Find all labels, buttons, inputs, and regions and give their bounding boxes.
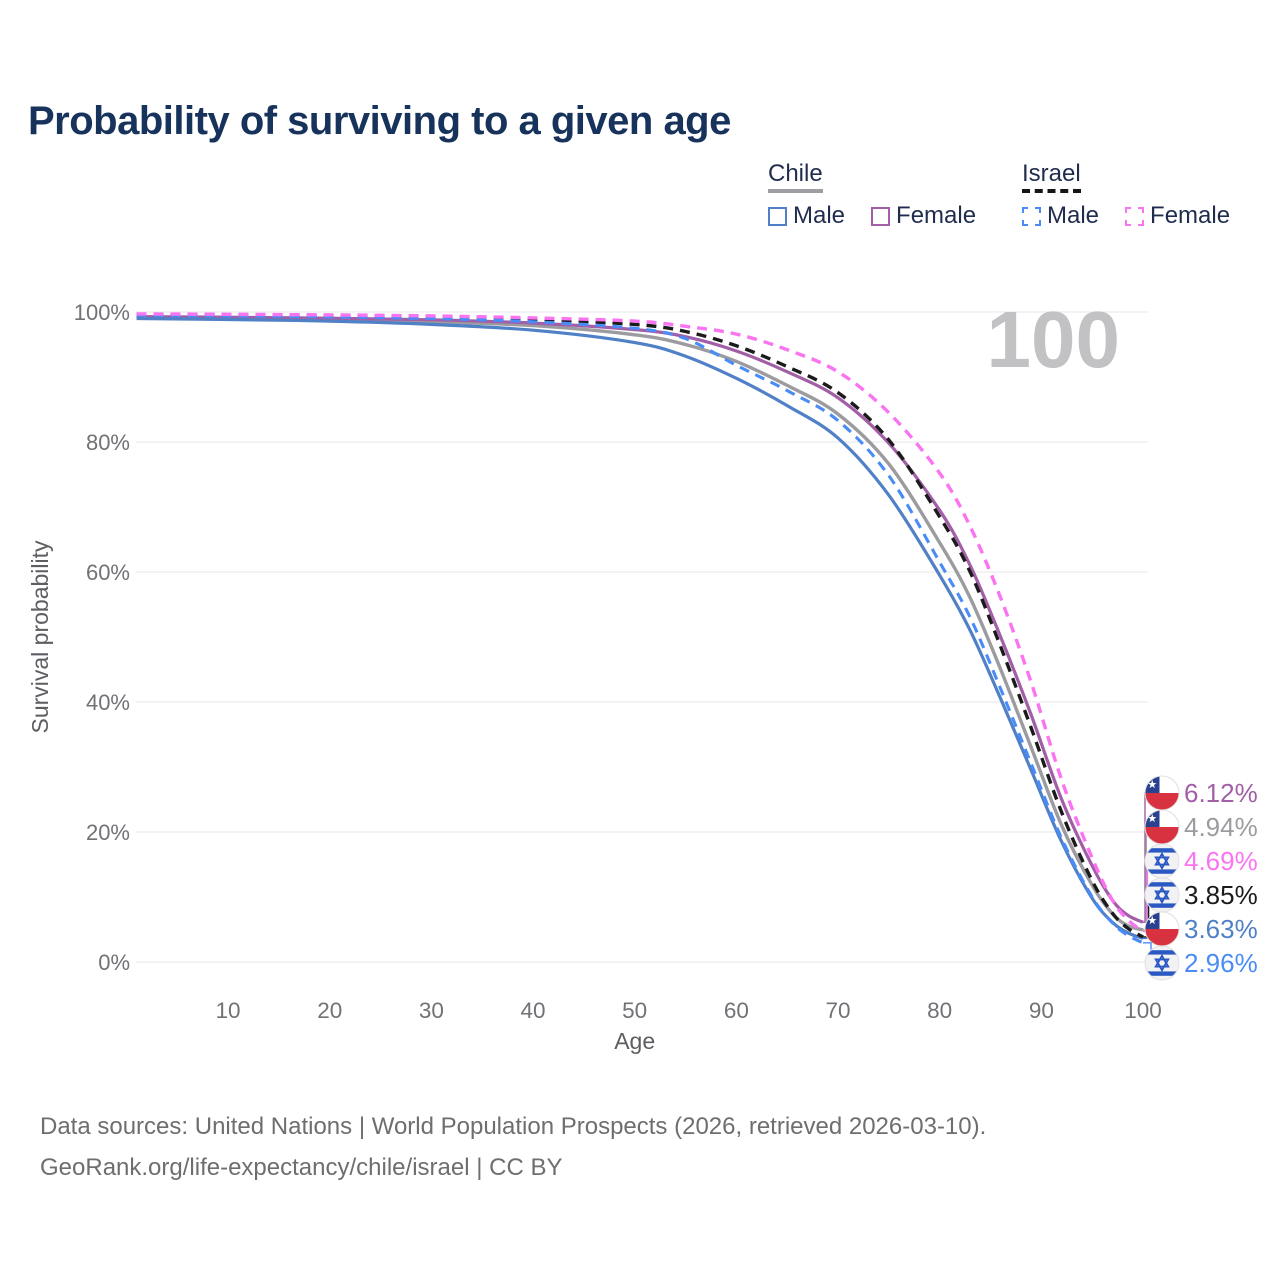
footer-data-sources: Data sources: United Nations | World Pop… [40, 1113, 987, 1140]
israel-flag-icon [1145, 878, 1179, 912]
x-tick-label: 10 [216, 998, 241, 1023]
curve-israel-male[interactable] [136, 313, 1144, 945]
legend-label-chile-male: Male [793, 202, 846, 229]
y-tick-label: 80% [86, 430, 130, 455]
curve-chile-female[interactable] [136, 314, 1144, 924]
legend-country-chile-label: Chile [768, 160, 823, 187]
y-tick-label: 40% [86, 690, 130, 715]
legend-country-chile[interactable]: Chile [768, 160, 823, 193]
x-axis-title: Age [614, 1028, 655, 1054]
page-title: Probability of surviving to a given age [28, 98, 731, 143]
legend-entry-israel-female[interactable]: Female [1125, 202, 1230, 230]
y-tick-label: 60% [86, 560, 130, 585]
x-tick-label: 20 [317, 998, 342, 1023]
end-value-label-israel-female: 4.69% [1184, 846, 1258, 876]
y-tick-label: 20% [86, 820, 130, 845]
x-tick-label: 70 [826, 998, 851, 1023]
x-tick-label: 50 [622, 998, 647, 1023]
legend-entry-israel-male[interactable]: Male [1022, 202, 1099, 230]
curve-chile-both[interactable] [136, 315, 1144, 932]
legend-entry-chile-male[interactable]: Male [768, 202, 845, 230]
y-tick-label: 0% [98, 950, 130, 975]
curve-chile-male[interactable] [136, 316, 1144, 940]
legend-row-chile: Male Female [768, 202, 976, 230]
chile-flag-icon [1145, 810, 1179, 844]
legend-group-israel: Israel Male Female [1022, 160, 1230, 230]
curve-israel-both[interactable] [136, 312, 1144, 939]
legend-label-chile-female: Female [896, 202, 977, 229]
legend-row-israel: Male Female [1022, 202, 1230, 230]
y-axis-title: Survival probability [27, 540, 53, 734]
chile-flag-icon [1145, 912, 1179, 946]
footer-attribution: GeoRank.org/life-expectancy/chile/israel… [40, 1154, 563, 1181]
end-value-label-chile-male: 3.63% [1184, 914, 1258, 944]
x-tick-label: 90 [1029, 998, 1054, 1023]
legend-swatch-chile-male [768, 206, 787, 226]
legend-label-israel-male: Male [1047, 202, 1100, 229]
footer: Data sources: United Nations | World Pop… [40, 1106, 986, 1188]
end-value-label-israel-both: 3.85% [1184, 880, 1258, 910]
x-tick-label: 100 [1124, 998, 1162, 1023]
end-value-label-chile-both: 4.94% [1184, 812, 1258, 842]
legend-group-chile: Chile Male Female [768, 160, 976, 230]
x-tick-label: 30 [419, 998, 444, 1023]
legend-country-israel[interactable]: Israel [1022, 160, 1081, 193]
legend-swatch-chile-female [871, 206, 891, 226]
x-tick-label: 60 [724, 998, 749, 1023]
end-value-label-chile-female: 6.12% [1184, 778, 1258, 808]
curve-israel-female[interactable] [136, 312, 1145, 933]
chile-flag-icon [1145, 776, 1179, 810]
end-value-label-israel-male: 2.96% [1184, 948, 1258, 978]
y-tick-label: 100% [74, 300, 130, 325]
legend-country-israel-label: Israel [1022, 160, 1081, 187]
legend-entry-chile-female[interactable]: Female [871, 202, 976, 230]
israel-flag-icon [1145, 844, 1179, 878]
legend-swatch-israel-male [1022, 206, 1041, 226]
legend-swatch-israel-female [1125, 206, 1145, 226]
age-counter-watermark: 100 [987, 295, 1120, 384]
legend-label-israel-female: Female [1150, 202, 1231, 229]
x-tick-label: 80 [927, 998, 952, 1023]
x-tick-label: 40 [521, 998, 546, 1023]
israel-flag-icon [1145, 946, 1179, 980]
